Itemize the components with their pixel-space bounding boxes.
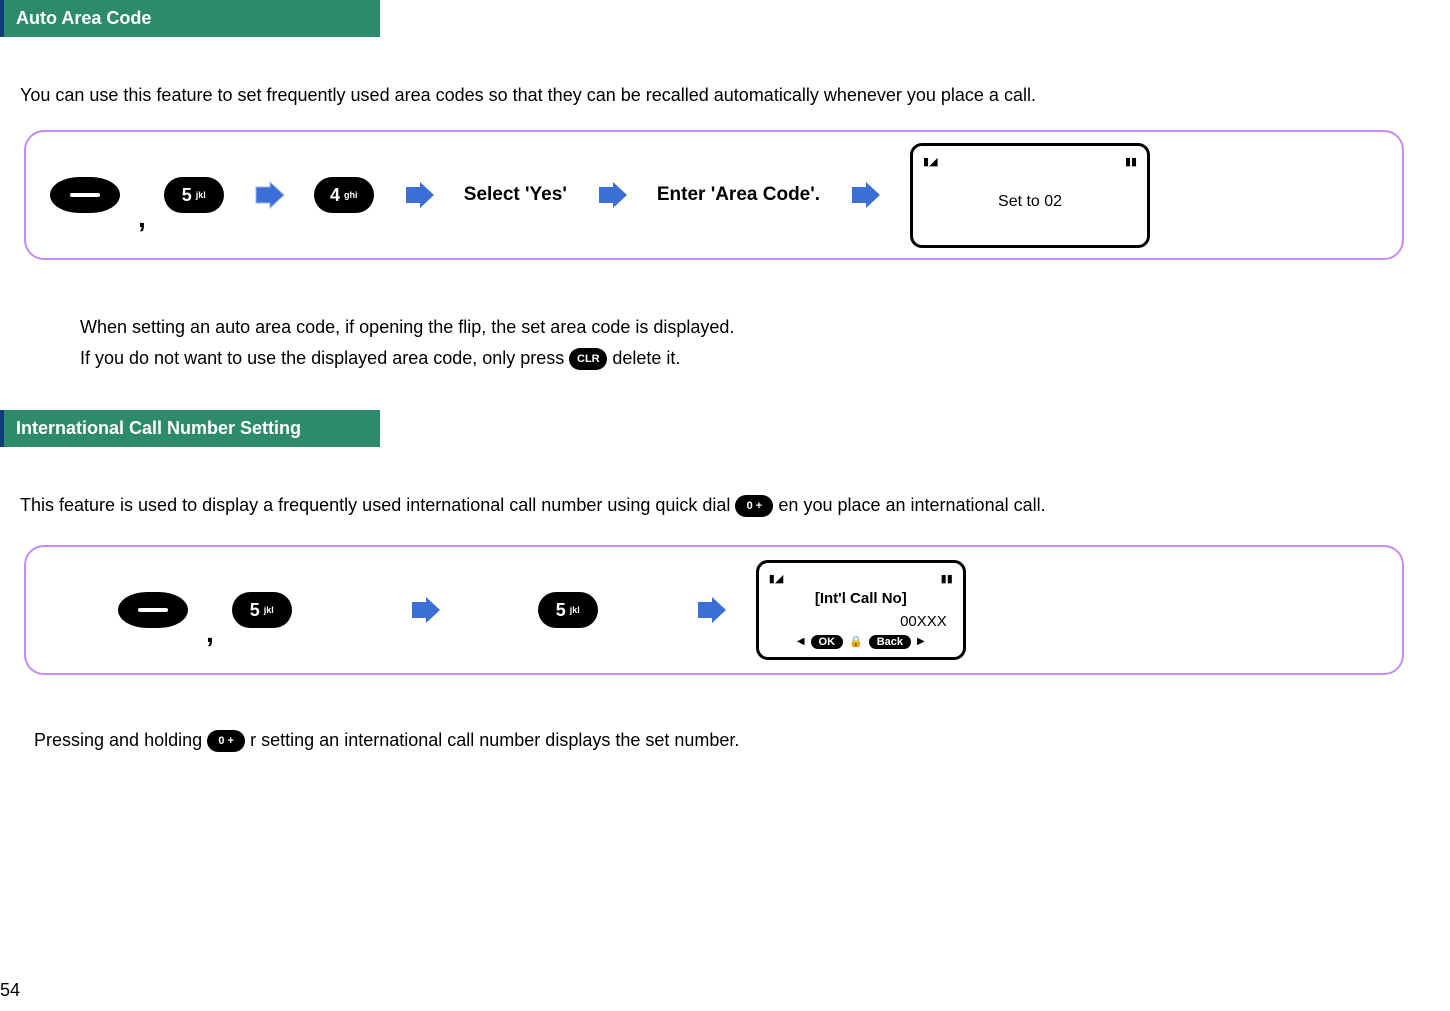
key-5-button-2: 5 jkl: [538, 592, 598, 628]
arrow-right-icon: [595, 178, 629, 212]
key-4-button: 4 ghi: [314, 177, 374, 213]
ok-softkey: OK: [811, 635, 844, 649]
phone-screen-preview-intl: [Int'l Call No] 00XXX ◀ OK 🔒 Back ▶: [756, 560, 966, 660]
intro-text: en you place an international call.: [778, 495, 1045, 515]
note-text: If you do not want to use the displayed …: [80, 348, 569, 368]
note-text: Pressing and holding: [34, 730, 207, 750]
arrow-right-icon: [408, 593, 442, 627]
zero-plus-key-icon: 0 +: [207, 730, 245, 752]
step-enter-area-code: Enter 'Area Code'.: [657, 184, 820, 206]
key-label: 5: [250, 600, 260, 621]
note-line-1: When setting an auto area code, if openi…: [80, 312, 734, 343]
signal-icon: [769, 571, 784, 585]
key-sublabel: jkl: [264, 606, 274, 615]
zero-plus-key-icon: 0 +: [735, 495, 773, 517]
key-label: 5: [182, 185, 192, 206]
screen-value: 00XXX: [769, 613, 953, 630]
signal-icon: [923, 154, 938, 168]
step-select-yes: Select 'Yes': [464, 184, 567, 206]
arrow-right-icon: [694, 593, 728, 627]
note-text: delete it.: [612, 348, 680, 368]
flow-auto-area-code: , 5 jkl 4 ghi Select 'Yes' Enter 'Area C…: [24, 130, 1404, 260]
phone-screen-preview: Set to 02: [910, 143, 1150, 248]
screen-message: Set to 02: [923, 193, 1137, 211]
screen-softkeys: ◀ OK 🔒 Back ▶: [769, 635, 953, 649]
key-sublabel: jkl: [196, 191, 206, 200]
flow-intl-call: , 5 jkl 5 jkl [Int'l Call No] 00XXX ◀ OK…: [24, 545, 1404, 675]
status-bar: [923, 154, 1137, 168]
section2-note: Pressing and holding 0 + r setting an in…: [34, 730, 739, 752]
intro-text: This feature is used to display a freque…: [20, 495, 735, 515]
section-title: International Call Number Setting: [16, 418, 301, 438]
section1-note: When setting an auto area code, if openi…: [80, 312, 734, 373]
key-5-button: 5 jkl: [164, 177, 224, 213]
lock-icon: 🔒: [849, 635, 863, 648]
comma-separator: ,: [206, 617, 214, 655]
screen-title: [Int'l Call No]: [769, 590, 953, 607]
arrow-right-icon: [252, 178, 286, 212]
section1-intro: You can use this feature to set frequent…: [20, 85, 1036, 106]
section2-intro: This feature is used to display a freque…: [20, 495, 1046, 517]
section-title: Auto Area Code: [16, 8, 151, 28]
key-label: 5: [556, 600, 566, 621]
note-line-2: If you do not want to use the displayed …: [80, 343, 734, 374]
page-number: 54: [0, 980, 20, 1001]
key-sublabel: ghi: [344, 191, 358, 200]
back-softkey: Back: [869, 635, 911, 649]
arrow-right-icon: [848, 178, 882, 212]
comma-separator: ,: [138, 202, 146, 240]
section-header-intl-call: International Call Number Setting: [0, 410, 380, 447]
note-text: r setting an international call number d…: [250, 730, 739, 750]
battery-icon: [941, 571, 953, 585]
key-label: 4: [330, 185, 340, 206]
arrow-right-icon: [402, 178, 436, 212]
battery-icon: [1125, 154, 1137, 168]
key-sublabel: jkl: [570, 606, 580, 615]
status-bar: [769, 571, 953, 585]
menu-key-icon: [118, 592, 188, 628]
menu-key-icon: [50, 177, 120, 213]
key-5-button: 5 jkl: [232, 592, 292, 628]
clr-key-icon: CLR: [569, 348, 607, 370]
section-header-auto-area-code: Auto Area Code: [0, 0, 380, 37]
